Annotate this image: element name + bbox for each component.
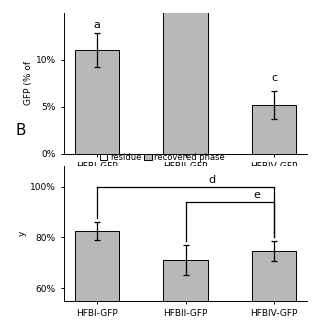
Text: d: d: [209, 175, 216, 185]
Bar: [75, 50, 119, 154]
Bar: [164, 0, 208, 154]
Y-axis label: GFP (% of: GFP (% of: [24, 61, 33, 105]
Bar: [75, 231, 119, 320]
Text: a: a: [94, 20, 100, 30]
Text: c: c: [271, 73, 277, 83]
Y-axis label: y: y: [18, 231, 27, 236]
Text: e: e: [253, 190, 260, 200]
Bar: [252, 251, 296, 320]
Bar: [164, 260, 208, 320]
Legend: residue, recovered phase: residue, recovered phase: [100, 153, 225, 162]
Text: B: B: [15, 124, 26, 138]
Bar: [252, 105, 296, 154]
